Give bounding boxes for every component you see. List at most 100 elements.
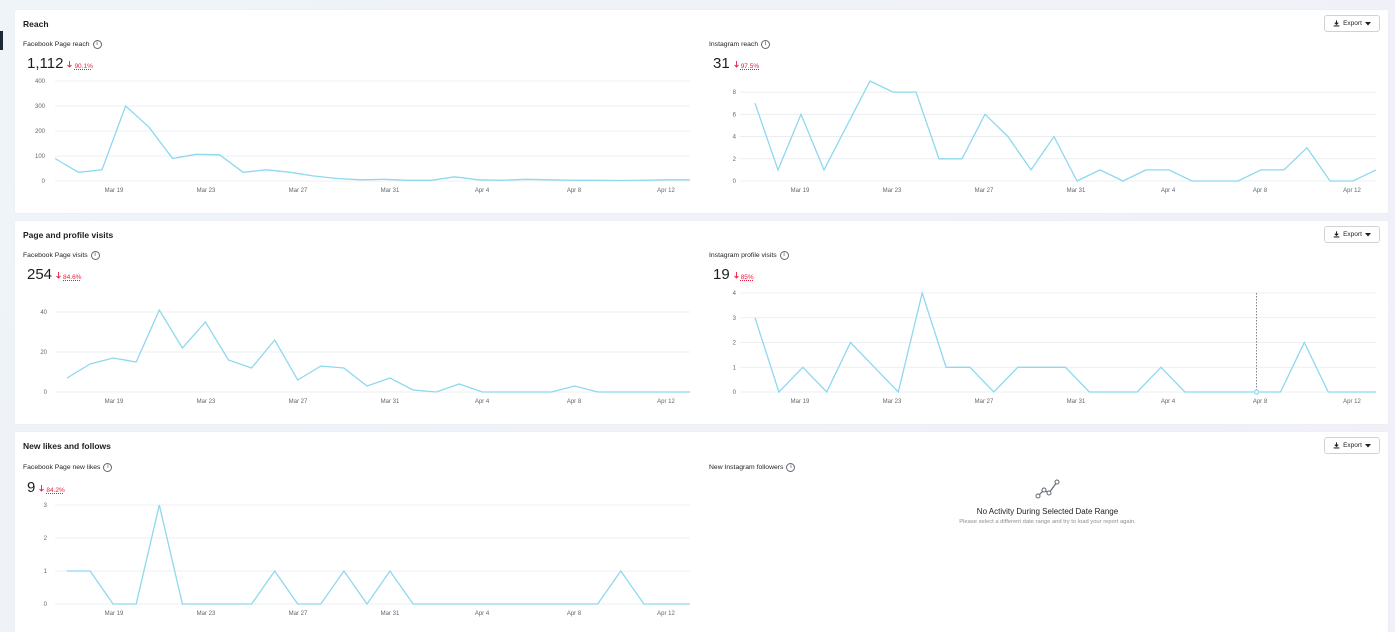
y-tick-label: 1	[733, 365, 737, 371]
metric-value: 9	[27, 479, 36, 496]
ig-visits-label: Instagram profile visits i	[709, 251, 789, 260]
info-icon[interactable]: i	[761, 40, 771, 49]
metric-delta-value: 84.6%	[63, 274, 82, 281]
x-tick-label: Apr 12	[657, 611, 675, 617]
x-tick-label: Apr 4	[1161, 399, 1176, 405]
info-icon[interactable]: i	[779, 251, 789, 260]
panel-label-text: Facebook Page visits	[23, 252, 88, 259]
nav-active-marker	[0, 31, 3, 50]
section-title: New likes and follows	[23, 441, 111, 451]
x-tick-label: Mar 19	[105, 399, 124, 405]
series-line	[54, 104, 690, 182]
caret-down-icon	[1364, 232, 1371, 236]
y-tick-label: 2	[733, 341, 737, 347]
ig-reach-label: Instagram reach i	[709, 40, 771, 49]
y-tick-label: 0	[42, 179, 46, 185]
y-tick-label: 400	[35, 79, 46, 85]
ig-followers-label: New Instagram followers i	[709, 463, 796, 472]
x-tick-label: Mar 19	[791, 188, 810, 194]
x-tick-label: Mar 23	[883, 399, 902, 405]
x-tick-label: Mar 23	[883, 188, 902, 194]
y-tick-label: 6	[733, 112, 737, 118]
caret-down-icon	[1364, 21, 1371, 25]
fb-reach-label: Facebook Page reach i	[23, 40, 102, 49]
arrow-down-icon	[733, 272, 739, 279]
export-label: Export	[1343, 231, 1362, 238]
metric-value: 19	[713, 266, 730, 283]
x-tick-label: Apr 8	[1253, 399, 1268, 405]
metric-value: 254	[27, 266, 53, 283]
x-tick-label: Mar 19	[105, 188, 124, 194]
fb-reach-metric: 1,112 90.1%	[27, 55, 93, 72]
download-icon	[1333, 231, 1340, 238]
x-tick-label: Apr 8	[567, 611, 582, 617]
metric-delta: 84.2%	[39, 485, 65, 494]
ig-reach-metric: 31 97.5%	[713, 55, 759, 72]
x-tick-label: Mar 31	[1067, 188, 1086, 194]
x-tick-label: Mar 23	[197, 399, 216, 405]
x-tick-label: Apr 8	[1253, 188, 1268, 194]
y-tick-label: 1	[44, 569, 48, 575]
x-tick-label: Mar 31	[1067, 399, 1086, 405]
section-title: Page and profile visits	[23, 230, 114, 240]
empty-state-subtitle: Please select a different date range and…	[959, 519, 1136, 525]
metric-delta: 85%	[733, 272, 754, 281]
x-tick-label: Apr 8	[567, 399, 582, 405]
y-tick-label: 300	[35, 104, 46, 110]
export-button[interactable]: Export	[1324, 437, 1380, 454]
fb-likes-label: Facebook Page new likes i	[23, 463, 113, 472]
x-tick-label: Mar 31	[381, 188, 400, 194]
x-tick-label: Apr 12	[1343, 188, 1361, 194]
panel-label-text: Instagram profile visits	[709, 252, 777, 259]
x-tick-label: Mar 23	[197, 611, 216, 617]
x-tick-label: Apr 8	[567, 188, 582, 194]
x-tick-label: Apr 12	[657, 399, 675, 405]
info-icon[interactable]: i	[786, 463, 796, 472]
info-icon[interactable]: i	[103, 463, 113, 472]
hover-point	[1253, 389, 1260, 395]
metric-delta-value: 90.1%	[74, 63, 93, 70]
y-tick-label: 2	[733, 157, 737, 163]
fb-visits-label: Facebook Page visits i	[23, 251, 100, 260]
caret-down-icon	[1364, 443, 1371, 447]
reach-section: Reach Export	[15, 10, 1388, 213]
x-tick-label: Mar 27	[289, 611, 308, 617]
x-tick-label: Apr 4	[1161, 188, 1176, 194]
metric-delta-value: 85%	[740, 274, 754, 281]
x-tick-label: Mar 27	[975, 399, 994, 405]
export-button[interactable]: Export	[1324, 15, 1380, 32]
download-icon	[1333, 442, 1340, 449]
y-tick-label: 40	[40, 310, 47, 316]
y-tick-label: 2	[44, 536, 48, 542]
download-icon	[1333, 20, 1340, 27]
panel-label-text: New Instagram followers	[709, 464, 784, 471]
info-icon[interactable]: i	[92, 40, 102, 49]
x-tick-label: Apr 4	[475, 611, 490, 617]
x-tick-label: Apr 12	[1343, 399, 1361, 405]
y-tick-label: 4	[733, 291, 737, 297]
info-icon[interactable]: i	[90, 251, 100, 260]
export-button[interactable]: Export	[1324, 226, 1380, 243]
y-tick-label: 0	[733, 179, 737, 185]
x-tick-label: Apr 12	[657, 188, 675, 194]
y-tick-label: 4	[733, 135, 737, 141]
ig-followers-empty-state: No Activity During Selected Date Range P…	[780, 478, 1315, 525]
metric-delta: 97.5%	[733, 61, 760, 70]
metric-delta-value: 97.5%	[740, 63, 760, 70]
panel-label-text: Facebook Page new likes	[23, 464, 101, 471]
y-tick-label: 20	[40, 350, 47, 356]
export-label: Export	[1343, 20, 1362, 27]
fb-visits-metric: 254 84.6%	[27, 266, 81, 283]
y-tick-label: 0	[44, 602, 48, 608]
metric-value: 1,112	[27, 55, 64, 72]
export-label: Export	[1343, 442, 1362, 449]
y-tick-label: 0	[733, 390, 737, 396]
y-tick-label: 3	[44, 503, 48, 509]
x-tick-label: Mar 31	[381, 611, 400, 617]
arrow-down-icon	[39, 485, 45, 492]
x-tick-label: Mar 23	[197, 188, 216, 194]
arrow-down-icon	[56, 272, 61, 279]
metric-value: 31	[713, 55, 730, 72]
series-line	[66, 308, 690, 393]
